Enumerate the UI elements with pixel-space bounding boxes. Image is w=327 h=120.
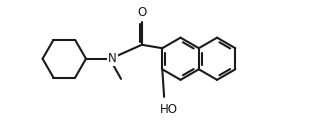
Text: N: N xyxy=(108,52,117,65)
Text: HO: HO xyxy=(160,103,178,116)
Text: O: O xyxy=(137,6,146,19)
